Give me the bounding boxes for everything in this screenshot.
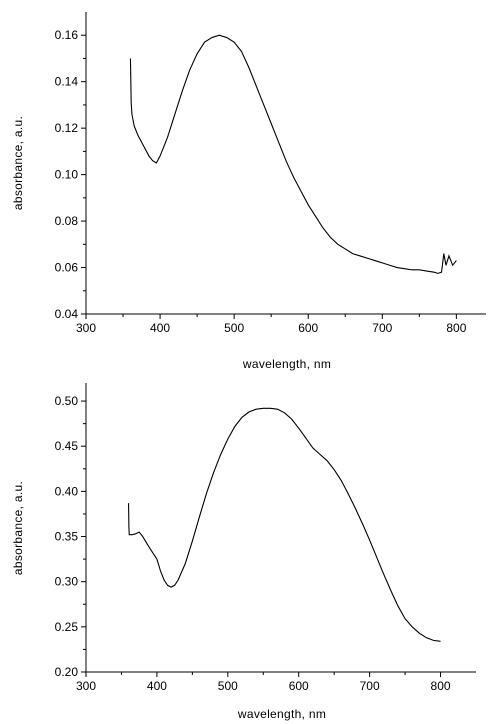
top-chart: 300 400 500 600 700 800 0.04 0.06 0.08 0.10 0.12 0.… [11, 12, 486, 371]
y-tick-label: 0.16 [55, 28, 79, 42]
y-tick-label: 0.30 [55, 575, 79, 589]
y-tick-label: 0.35 [55, 530, 79, 544]
x-tick-label: 500 [218, 679, 238, 693]
y-tick-label: 0.40 [55, 484, 79, 498]
x-tick-label: 600 [289, 679, 309, 693]
x-tick-label: 600 [298, 321, 318, 335]
y-tick-label: 0.06 [55, 261, 79, 275]
x-tick-label: 400 [147, 679, 167, 693]
x-tick-label: 700 [372, 321, 392, 335]
absorbance-curve [129, 34, 457, 274]
y-tick-label: 0.04 [55, 307, 79, 321]
y-axis-title: absorbance, a.u. [11, 481, 25, 575]
y-tick-label: 0.08 [55, 214, 79, 228]
y-tick-label: 0.25 [55, 620, 79, 634]
x-axis-title: wavelength, nm [237, 707, 326, 721]
y-tick-label: 0.50 [55, 394, 79, 408]
x-tick-label: 400 [150, 321, 170, 335]
x-tick-label: 300 [76, 679, 96, 693]
y-axis-title: absorbance, a.u. [11, 116, 25, 210]
absorbance-curve [128, 407, 441, 642]
bottom-chart: 300 400 500 600 700 800 0.20 0.25 0.30 0.35 0.40 0.… [11, 383, 476, 721]
y-tick-label: 0.20 [55, 665, 79, 679]
x-tick-label: 800 [446, 321, 466, 335]
y-tick-label: 0.14 [55, 75, 79, 89]
y-tick-label: 0.10 [55, 168, 79, 182]
y-tick-label: 0.45 [55, 439, 79, 453]
tick-group: 300 400 500 600 700 800 0.04 0.06 0.08 0.10 0.12 0.… [55, 28, 467, 335]
x-tick-label: 500 [224, 321, 244, 335]
x-axis-title: wavelength, nm [242, 357, 331, 371]
x-tick-label: 300 [76, 321, 96, 335]
x-tick-label: 800 [431, 679, 451, 693]
x-tick-label: 700 [360, 679, 380, 693]
y-tick-label: 0.12 [55, 121, 79, 135]
tick-group: 300 400 500 600 700 800 0.20 0.25 0.30 0.35 0.40 0.… [55, 394, 451, 693]
